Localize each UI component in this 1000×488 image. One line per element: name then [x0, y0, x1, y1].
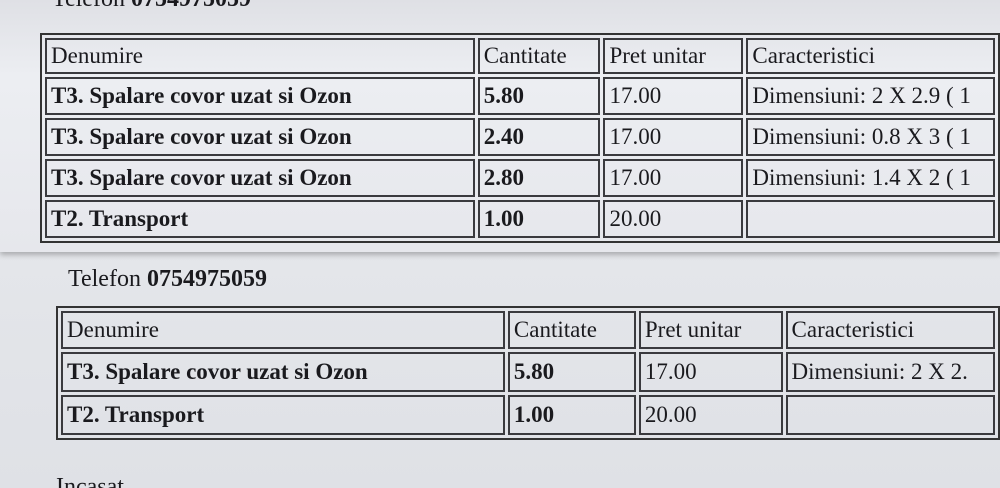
cell-denumire: T3. Spalare covor uzat si Ozon: [45, 118, 475, 156]
phone-label: Telefon: [52, 0, 125, 12]
phone-line: Telefon 0754975059: [52, 0, 251, 13]
cell-cantitate: 5.80: [507, 352, 636, 392]
cell-caracteristici: Dimensiuni: 0.8 X 3 ( 1: [746, 118, 995, 156]
table-row: T3. Spalare covor uzat si Ozon 2.80 17.0…: [45, 159, 995, 197]
header-cantitate: Cantitate: [507, 311, 636, 349]
cell-cantitate: 5.80: [477, 77, 601, 115]
table-header: Denumire Cantitate Pret unitar Caracteri…: [45, 38, 995, 74]
phone-number: 0754975059: [131, 0, 251, 12]
phone-label: Telefon: [68, 266, 141, 292]
items-table: Denumire Cantitate Pret unitar Caracteri…: [40, 33, 1000, 243]
receipt-sheet-top: Telefon 0754975059 Denumire Cantitate Pr…: [0, 0, 1000, 252]
cell-denumire: T2. Transport: [61, 395, 505, 435]
phone-line: Telefon 0754975059: [68, 266, 267, 293]
footer-incasat: Incasat: [56, 474, 124, 488]
cell-denumire: T3. Spalare covor uzat si Ozon: [61, 352, 505, 392]
header-pret: Pret unitar: [638, 311, 783, 349]
cell-cantitate: 1.00: [507, 395, 636, 435]
cell-caracteristici: Dimensiuni: 1.4 X 2 ( 1: [746, 159, 995, 197]
header-denumire: Denumire: [61, 311, 505, 349]
header-pret: Pret unitar: [603, 38, 744, 74]
table-header: Denumire Cantitate Pret unitar Caracteri…: [61, 311, 995, 349]
header-caracteristici: Caracteristici: [746, 38, 995, 74]
cell-denumire: T2. Transport: [45, 200, 475, 238]
cell-cantitate: 2.80: [477, 159, 601, 197]
items-table: Denumire Cantitate Pret unitar Caracteri…: [56, 306, 1000, 440]
cell-pret: 17.00: [638, 352, 783, 392]
cell-cantitate: 2.40: [477, 118, 601, 156]
table-row: T2. Transport 1.00 20.00: [45, 200, 995, 238]
cell-denumire: T3. Spalare covor uzat si Ozon: [45, 159, 475, 197]
table-row: T3. Spalare covor uzat si Ozon 2.40 17.0…: [45, 118, 995, 156]
receipt-sheet-bottom: Telefon 0754975059 Denumire Cantitate Pr…: [0, 252, 1000, 488]
header-caracteristici: Caracteristici: [785, 311, 995, 349]
cell-pret: 17.00: [603, 77, 744, 115]
header-cantitate: Cantitate: [477, 38, 601, 74]
cell-pret: 17.00: [603, 159, 744, 197]
cell-caracteristici: Dimensiuni: 2 X 2.9 ( 1: [746, 77, 995, 115]
table-row: T2. Transport 1.00 20.00: [61, 395, 995, 435]
cell-pret: 20.00: [638, 395, 783, 435]
cell-caracteristici: Dimensiuni: 2 X 2.: [785, 352, 995, 392]
phone-number: 0754975059: [146, 266, 267, 292]
cell-caracteristici: [785, 395, 995, 435]
table-row: T3. Spalare covor uzat si Ozon 5.80 17.0…: [61, 352, 995, 392]
cell-pret: 20.00: [603, 200, 744, 238]
table-row: T3. Spalare covor uzat si Ozon 5.80 17.0…: [45, 77, 995, 115]
cell-pret: 17.00: [603, 118, 744, 156]
header-denumire: Denumire: [45, 38, 475, 74]
cell-caracteristici: [746, 200, 995, 238]
cell-denumire: T3. Spalare covor uzat si Ozon: [45, 77, 475, 115]
cell-cantitate: 1.00: [477, 200, 601, 238]
